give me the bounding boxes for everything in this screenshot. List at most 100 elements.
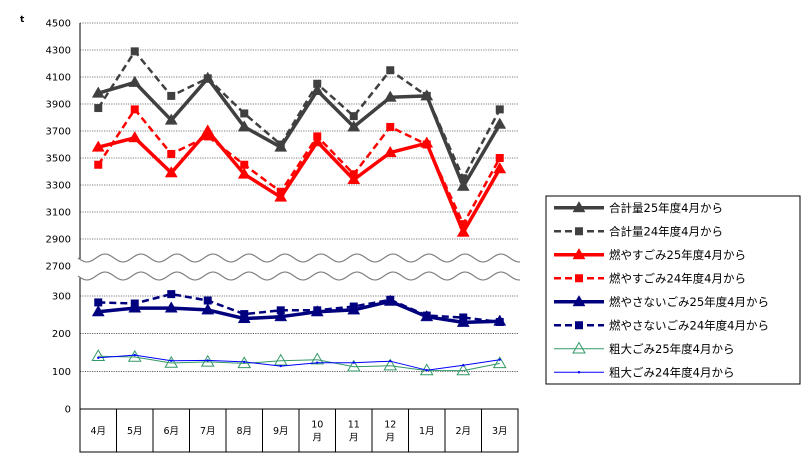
data-point: [498, 358, 501, 361]
x-tick-label: 7月: [200, 426, 216, 437]
y-tick-label: 300: [52, 292, 71, 303]
data-point: [170, 359, 173, 362]
x-tick-label: 月: [349, 433, 359, 444]
y-tick-label: 2900: [46, 235, 71, 246]
data-point: [577, 371, 581, 374]
y-tick-label: 3500: [46, 154, 71, 165]
series-line: [98, 292, 500, 324]
data-point: [201, 303, 215, 315]
axis-break: [77, 253, 521, 281]
data-point: [386, 66, 395, 75]
y-tick-label: 3700: [46, 127, 71, 138]
data-point: [572, 201, 586, 213]
legend-item: 合計量25年度4月から: [554, 201, 723, 215]
data-point: [383, 358, 398, 371]
data-point: [276, 140, 285, 149]
y-unit-label: t: [20, 15, 25, 25]
data-point: [492, 356, 507, 369]
data-point: [347, 172, 361, 185]
y-tick-labels: 4500 4300 4100 3900 3700 3500 3300 3100 2900 2700…: [46, 19, 71, 416]
data-point: [274, 310, 288, 322]
legend-label: 燃やさないごみ25年度4月から: [609, 295, 769, 309]
data-point: [203, 132, 212, 141]
legend-item: 粗大ごみ24年度4月から: [554, 365, 734, 379]
x-tick-label: 11: [348, 420, 360, 431]
data-point: [352, 361, 355, 364]
data-point: [130, 299, 139, 308]
x-tick-label: 6月: [163, 426, 179, 437]
data-point: [130, 105, 139, 114]
data-point: [94, 298, 103, 307]
series-line: [97, 50, 501, 180]
legend-label: 粗大ごみ25年度4月から: [609, 342, 734, 356]
data-point: [310, 83, 324, 95]
data-point: [97, 356, 100, 359]
data-point: [495, 154, 504, 162]
data-point: [164, 301, 178, 313]
data-point: [425, 369, 428, 372]
data-point: [310, 135, 324, 147]
data-point: [575, 274, 583, 283]
y-tick-label: 4500: [46, 19, 71, 30]
x-tick-label: 月: [385, 433, 395, 444]
data-point: [240, 109, 249, 118]
series-line: [98, 354, 500, 371]
data-point: [459, 313, 468, 322]
legend-item: 粗大ごみ25年度4月から: [554, 341, 734, 356]
legend-label: 合計量24年度4月から: [609, 224, 723, 238]
series: [97, 353, 501, 372]
series: [94, 290, 504, 326]
data-point: [279, 364, 282, 368]
data-point: [572, 248, 586, 260]
data-point: [237, 120, 251, 132]
y-tick-label: 4300: [46, 46, 71, 57]
series-layer: [91, 47, 507, 376]
data-point: [456, 179, 470, 191]
category-table: 4月 5月 6月 7月 8月 9月 10 月 11 月 12 月 1月 2月 3月: [79, 408, 519, 453]
x-tick-label: 3月: [492, 426, 508, 437]
legend-box: [545, 195, 801, 385]
x-tick-label: 2月: [455, 426, 471, 437]
data-point: [313, 79, 322, 88]
series: [94, 105, 504, 229]
x-tick-label: 1月: [419, 426, 435, 437]
data-point: [383, 145, 397, 158]
legend-item: 燃やすごみ25年度4月から: [554, 248, 746, 262]
data-point: [346, 359, 361, 372]
data-point: [459, 220, 468, 229]
series-line: [98, 355, 500, 372]
y-tick-label: 3900: [46, 100, 71, 111]
data-point: [94, 104, 103, 113]
data-point: [128, 75, 142, 87]
data-point: [386, 295, 395, 304]
data-point: [133, 353, 136, 357]
y-tick-label: 4100: [46, 73, 71, 84]
data-point: [273, 353, 288, 366]
y-tick-label: 3100: [46, 208, 71, 219]
y-tick-label: 3300: [46, 181, 71, 192]
data-point: [167, 149, 176, 158]
data-point: [128, 131, 142, 143]
data-point: [495, 105, 504, 114]
y-tick-label: 0: [65, 405, 71, 416]
legend-item: 燃やすごみ24年度4月から: [554, 271, 746, 285]
data-point: [389, 359, 392, 363]
data-point: [422, 311, 431, 320]
data-point: [575, 321, 583, 330]
data-point: [276, 306, 285, 315]
data-point: [164, 113, 178, 125]
legend-label: 合計量25年度4月から: [609, 201, 723, 215]
data-point: [243, 360, 246, 364]
legend-label: 粗大ごみ24年度4月から: [609, 365, 734, 379]
data-point: [313, 306, 322, 315]
data-point: [91, 86, 105, 98]
legend-label: 燃やすごみ25年度4月から: [609, 248, 746, 262]
data-point: [203, 74, 212, 83]
data-point: [237, 167, 251, 179]
data-point: [575, 227, 583, 236]
x-tick-label: 4月: [90, 426, 106, 437]
x-tick-label: 8月: [236, 426, 252, 437]
data-point: [493, 117, 507, 129]
axis-break-wave: [77, 253, 520, 263]
data-point: [91, 140, 105, 152]
